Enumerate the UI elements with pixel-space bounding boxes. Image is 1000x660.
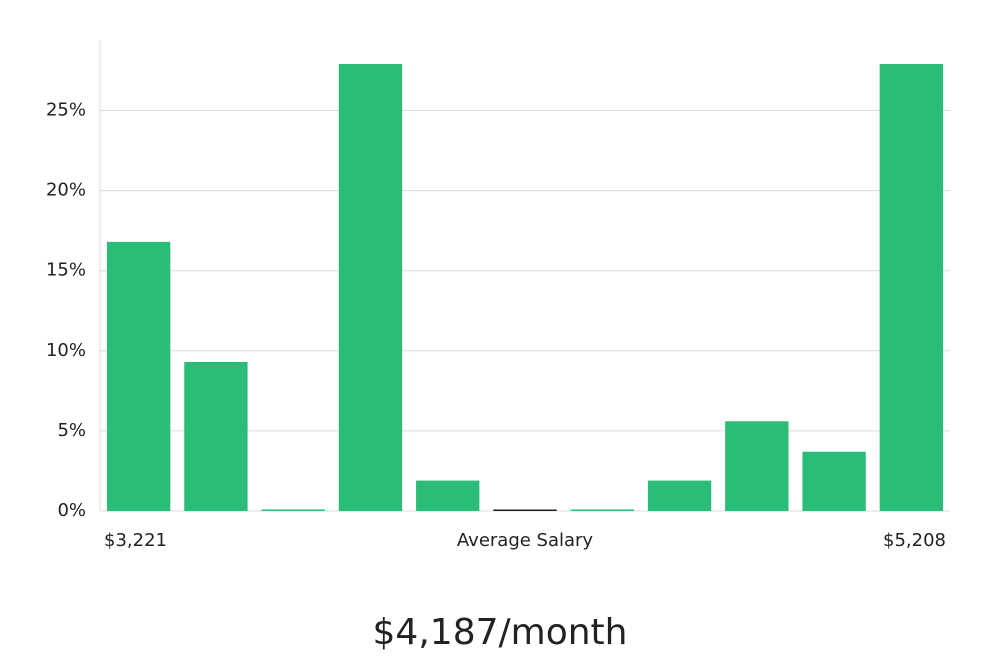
y-tick-label: 10% xyxy=(46,340,86,361)
bar xyxy=(184,362,248,511)
bar xyxy=(725,421,789,511)
bar xyxy=(493,509,557,511)
bar xyxy=(570,509,634,511)
y-tick-label: 25% xyxy=(46,99,86,120)
bar xyxy=(647,480,712,511)
y-tick-label: 5% xyxy=(57,420,86,441)
y-tick-label: 0% xyxy=(57,500,86,521)
bar xyxy=(879,64,944,511)
bar xyxy=(416,480,480,511)
bar xyxy=(802,451,866,511)
summary: $4,187/month xyxy=(373,612,628,653)
y-tick-label: 20% xyxy=(46,180,86,201)
bar xyxy=(106,241,171,511)
bar xyxy=(338,64,403,511)
x-min-label: $3,221 xyxy=(104,530,167,551)
y-tick-label: 15% xyxy=(46,260,86,281)
x-max-label: $5,208 xyxy=(883,530,946,551)
x-axis-label: Average Salary xyxy=(457,530,594,551)
bar xyxy=(261,509,325,511)
